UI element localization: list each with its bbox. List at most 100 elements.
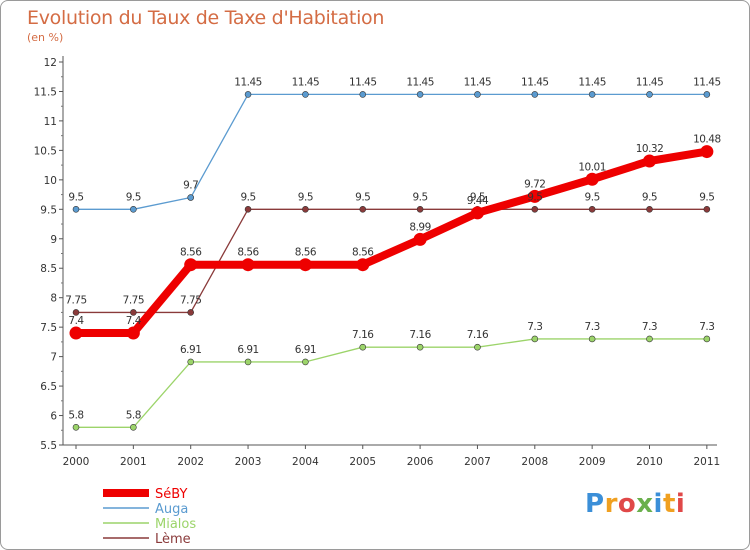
data-point — [244, 358, 252, 366]
x-tick-label: 2003 — [235, 456, 262, 468]
y-tick-label: 6 — [50, 411, 57, 423]
legend-label: Lème — [155, 532, 191, 547]
data-point — [241, 258, 255, 272]
proxiti-logo: Proxiti — [585, 489, 686, 519]
x-tick-label: 2010 — [636, 456, 663, 468]
data-label: 9.72 — [524, 178, 545, 190]
data-point — [474, 91, 481, 98]
data-point — [416, 91, 424, 98]
data-point — [643, 154, 656, 168]
y-tick-label: 12 — [44, 57, 57, 69]
y-tick-label: 10 — [44, 175, 57, 187]
data-label: 7.16 — [409, 329, 431, 341]
x-tick-label: 2004 — [292, 456, 319, 468]
series-line-0 — [72, 147, 711, 338]
x-tick-label: 2002 — [177, 456, 204, 468]
data-point — [72, 309, 80, 316]
data-point — [130, 309, 137, 316]
data-label: 10.48 — [693, 134, 721, 146]
data-labels: 7.4 7.4 8.56 8.56 8.56 8.56 8.99 9.44 9.72 10.01 1… — [65, 76, 721, 421]
chart-title: Evolution du Taux de Taxe d'Habitation — [27, 7, 385, 29]
data-label: 7.16 — [352, 329, 374, 341]
data-point — [588, 206, 596, 213]
chart-subtitle: (en %) — [27, 31, 64, 44]
data-point — [69, 326, 83, 340]
x-tick-label: 2005 — [349, 456, 376, 468]
x-tick-label: 2008 — [521, 456, 548, 468]
data-point — [588, 335, 596, 343]
data-label: 11.45 — [636, 76, 664, 88]
data-label: 9.5 — [355, 191, 370, 203]
data-label: 8.56 — [180, 247, 202, 259]
data-point — [531, 206, 539, 213]
data-label: 7.75 — [123, 294, 144, 306]
data-point — [646, 206, 653, 213]
y-tick-label: 8.5 — [40, 263, 57, 275]
data-label: 11.45 — [234, 76, 262, 88]
data-label: 6.91 — [237, 344, 258, 356]
data-point — [187, 309, 194, 316]
y-tick-label: 6.5 — [40, 381, 57, 393]
y-tick-label: 11 — [44, 116, 57, 128]
y-tick-label: 9 — [50, 234, 57, 246]
series-line-3 — [75, 208, 708, 314]
data-point — [126, 326, 140, 340]
data-point — [359, 91, 367, 98]
data-label: 7.4 — [126, 315, 142, 327]
data-label: 6.91 — [295, 344, 316, 356]
y-tick-label: 5.5 — [40, 440, 57, 452]
data-label: 10.01 — [578, 161, 606, 173]
legend-label: SéBY — [155, 487, 187, 502]
y-tick-label: 7 — [50, 352, 57, 364]
data-label: 8.56 — [352, 247, 374, 259]
x-tick-label: 2001 — [120, 456, 147, 468]
data-label: 9.5 — [412, 191, 427, 203]
data-label: 9.44 — [467, 195, 489, 207]
data-label: 7.16 — [467, 329, 489, 341]
data-label: 7.75 — [65, 294, 86, 306]
x-tick-label: 2009 — [579, 456, 606, 468]
data-point — [703, 335, 711, 343]
data-point — [130, 424, 137, 431]
data-label: 6.91 — [180, 344, 201, 356]
y-tick-label: 10.5 — [34, 145, 57, 157]
data-point — [184, 258, 198, 272]
data-label: 7.3 — [585, 321, 600, 333]
data-label: 11.45 — [464, 76, 492, 88]
y-tick-label: 11.5 — [34, 86, 57, 98]
legend-label: Auga — [155, 502, 188, 517]
data-label: 8.56 — [237, 247, 259, 259]
data-point — [531, 91, 539, 98]
axes: 5.5 6 6.5 7 7.5 8 8.5 9 9.5 10 10.5 11 11.5 12 2000 200… — [34, 56, 720, 468]
data-label: 7.75 — [180, 294, 201, 306]
data-label: 7.4 — [68, 315, 84, 327]
legend-label: Mialos — [155, 517, 196, 532]
data-point — [531, 335, 539, 343]
series-line-2 — [75, 338, 708, 428]
data-label: 11.45 — [578, 76, 606, 88]
data-point — [416, 343, 424, 351]
data-point — [585, 172, 599, 186]
data-point — [703, 91, 711, 98]
data-point — [302, 206, 309, 213]
data-point — [302, 91, 309, 98]
data-point — [413, 232, 427, 246]
data-point — [416, 206, 424, 213]
data-label: 9.5 — [126, 191, 141, 203]
data-point — [72, 206, 80, 213]
data-label: 11.45 — [521, 76, 549, 88]
data-point — [588, 91, 596, 98]
data-label: 11.45 — [292, 76, 320, 88]
data-label: 8.56 — [295, 247, 317, 259]
data-label: 7.3 — [527, 321, 542, 333]
data-point — [130, 206, 137, 213]
data-label: 11.45 — [349, 76, 377, 88]
data-label: 11.45 — [693, 76, 721, 88]
data-label: 5.8 — [126, 409, 141, 421]
data-label: 9.5 — [527, 191, 542, 203]
data-point — [359, 206, 367, 213]
data-point — [356, 258, 370, 272]
